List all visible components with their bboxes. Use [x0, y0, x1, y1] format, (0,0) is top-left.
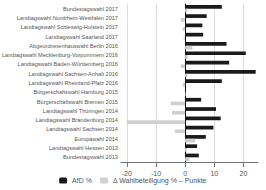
- svg-text:Landtagswahl Sachsen-Anhalt 20: Landtagswahl Sachsen-Anhalt 2016: [28, 71, 118, 77]
- svg-text:Δ Wahlbeteiligung % – Punkte: Δ Wahlbeteiligung % – Punkte: [113, 177, 207, 185]
- svg-text:Bürgerschaftswahl Bremen 2015: Bürgerschaftswahl Bremen 2015: [37, 99, 118, 105]
- svg-text:Landtagswahl Thüringen 2014: Landtagswahl Thüringen 2014: [43, 108, 118, 114]
- svg-text:AfD %: AfD %: [72, 177, 92, 184]
- svg-text:Bürgerschaftswahl Hamburg 2015: Bürgerschaftswahl Hamburg 2015: [33, 89, 118, 95]
- svg-text:Landtagswahl Baden-Württemberg: Landtagswahl Baden-Württemberg 2016: [18, 61, 118, 67]
- svg-text:Landtagswahl Schleswig-Holstei: Landtagswahl Schleswig-Holstein 2017: [21, 24, 118, 30]
- svg-text:Landtagswahl Nordrhein-Westfal: Landtagswahl Nordrhein-Westfalen 2017: [17, 15, 118, 21]
- svg-text:-20: -20: [122, 170, 132, 177]
- svg-text:Abgeordnetenhauswahl Berlin 20: Abgeordnetenhauswahl Berlin 2016: [29, 43, 118, 49]
- svg-text:20: 20: [240, 170, 248, 177]
- svg-text:0: 0: [183, 170, 187, 177]
- svg-text:Europawahl 2014: Europawahl 2014: [74, 136, 118, 142]
- svg-text:-10: -10: [151, 170, 161, 177]
- svg-text:Landtagswahl Mecklenburg-Vorpo: Landtagswahl Mecklenburg-Vorpommern 2016: [2, 52, 118, 58]
- svg-text:Bundestagswahl 2013: Bundestagswahl 2013: [63, 154, 118, 160]
- svg-text:Landtagswahl Rheinland-Pfalz 2: Landtagswahl Rheinland-Pfalz 2016: [28, 80, 118, 86]
- svg-text:10: 10: [210, 170, 218, 177]
- svg-text:Landtagswahl Sachsen 2014: Landtagswahl Sachsen 2014: [46, 126, 118, 132]
- svg-text:Landtagswahl Hessen 2013: Landtagswahl Hessen 2013: [49, 145, 118, 151]
- svg-text:Landtagswahl Saarland 2017: Landtagswahl Saarland 2017: [46, 34, 118, 40]
- svg-text:Landtagswahl Brandenburg 2014: Landtagswahl Brandenburg 2014: [36, 117, 118, 123]
- svg-text:Bundestagswahl 2017: Bundestagswahl 2017: [63, 6, 118, 12]
